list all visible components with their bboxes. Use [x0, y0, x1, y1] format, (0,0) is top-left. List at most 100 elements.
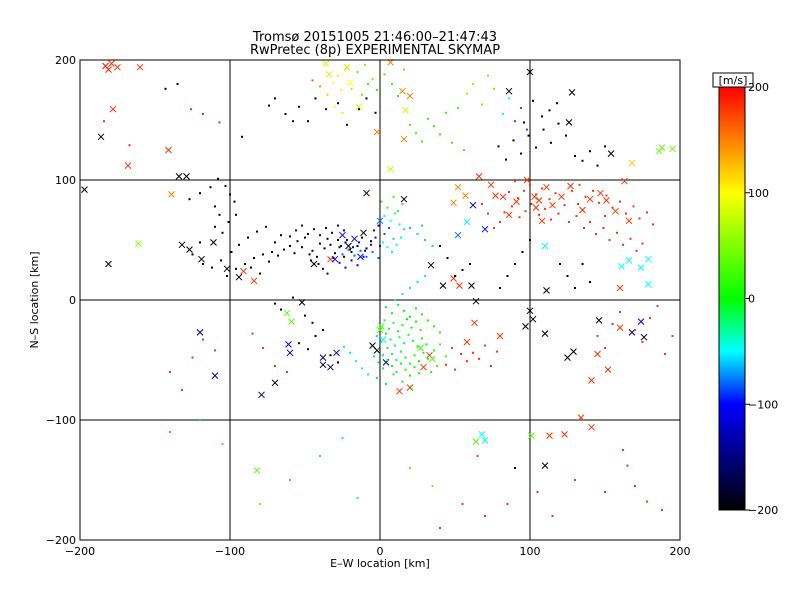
- dot-point: [176, 83, 179, 85]
- cross-point: [640, 333, 648, 341]
- dot-point: [595, 233, 597, 235]
- cross-point: [523, 176, 531, 184]
- dot-point: [514, 467, 516, 469]
- cross-point: [526, 307, 534, 315]
- dot-point: [400, 350, 402, 353]
- dot-point: [520, 152, 522, 155]
- dot-point: [286, 371, 288, 373]
- dot-point: [325, 227, 327, 229]
- dot-point: [311, 249, 314, 252]
- dot-point: [457, 107, 459, 109]
- dot-point: [344, 241, 347, 244]
- dot-point: [224, 185, 227, 187]
- cross-point: [616, 324, 624, 331]
- dot-point: [671, 335, 674, 337]
- dot-point: [632, 205, 635, 208]
- dot-point: [202, 263, 204, 265]
- cross-point: [81, 186, 88, 193]
- dot-point: [608, 239, 611, 241]
- dot-point: [356, 245, 359, 247]
- dot-point: [481, 103, 483, 106]
- cross-point: [532, 204, 540, 211]
- dot-point: [641, 242, 644, 245]
- dot-point: [541, 115, 543, 118]
- dot-point: [326, 272, 329, 275]
- dot-point: [514, 180, 516, 183]
- dot-point: [401, 380, 404, 383]
- dot-point: [439, 245, 441, 247]
- dot-point: [409, 287, 411, 289]
- dot-point: [394, 344, 396, 347]
- dot-point: [383, 215, 386, 217]
- cross-point: [463, 218, 471, 226]
- cross-point: [406, 92, 414, 100]
- dot-point: [352, 246, 354, 249]
- cross-point: [333, 349, 340, 357]
- dot-point: [413, 354, 416, 357]
- cross-point: [541, 462, 549, 469]
- dot-point: [538, 213, 540, 216]
- cross-point: [97, 133, 105, 141]
- cross-point: [288, 318, 295, 325]
- dot-point: [292, 296, 294, 299]
- dot-point: [301, 246, 303, 249]
- dot-point: [472, 83, 474, 85]
- dot-point: [635, 249, 638, 252]
- cross-point: [271, 379, 279, 387]
- dot-point: [626, 464, 629, 467]
- dot-point: [398, 223, 401, 226]
- cross-point: [258, 391, 265, 399]
- dot-point: [638, 217, 641, 220]
- cross-point: [396, 387, 403, 395]
- dot-point: [374, 236, 377, 239]
- dot-point: [592, 189, 594, 192]
- dot-point: [314, 335, 317, 337]
- cross-point: [472, 438, 480, 445]
- cross-point: [454, 231, 462, 239]
- dot-point: [493, 227, 495, 229]
- dot-point: [419, 329, 422, 331]
- dot-point: [319, 242, 321, 245]
- cross-point: [588, 423, 595, 431]
- dot-point: [274, 302, 276, 305]
- dot-point: [406, 318, 408, 321]
- dot-point: [227, 221, 230, 223]
- dot-point: [361, 367, 363, 370]
- dot-point: [454, 368, 456, 371]
- dot-point: [461, 503, 464, 505]
- dot-point: [395, 243, 398, 246]
- dot-point: [649, 317, 651, 319]
- x-tick-label: 100: [520, 545, 541, 558]
- dot-point: [575, 215, 578, 217]
- dot-point: [604, 347, 606, 349]
- dot-point: [343, 255, 345, 258]
- dot-point: [410, 326, 413, 329]
- dot-point: [652, 223, 654, 226]
- dot-point: [382, 354, 384, 357]
- dot-point: [391, 251, 393, 253]
- dot-point: [317, 263, 320, 265]
- dot-point: [343, 229, 345, 232]
- cross-point: [253, 467, 261, 474]
- dot-point: [307, 348, 309, 351]
- dot-point: [199, 241, 201, 244]
- cross-point: [439, 282, 447, 289]
- cross-point: [541, 242, 549, 250]
- dot-point: [511, 205, 513, 208]
- dot-point: [311, 321, 314, 324]
- dot-point: [661, 509, 663, 511]
- cross-point: [124, 162, 132, 169]
- dot-point: [301, 224, 303, 227]
- dot-point: [383, 73, 386, 76]
- dot-point: [596, 335, 599, 337]
- dot-point: [376, 89, 378, 91]
- dot-point: [445, 363, 447, 366]
- dot-point: [517, 197, 519, 199]
- dot-point: [280, 234, 282, 237]
- y-tick-label: −200: [46, 534, 76, 547]
- dot-point: [311, 79, 314, 82]
- dot-point: [544, 207, 546, 210]
- cross-point: [462, 192, 469, 199]
- dot-point: [370, 243, 372, 246]
- dot-point: [202, 338, 204, 341]
